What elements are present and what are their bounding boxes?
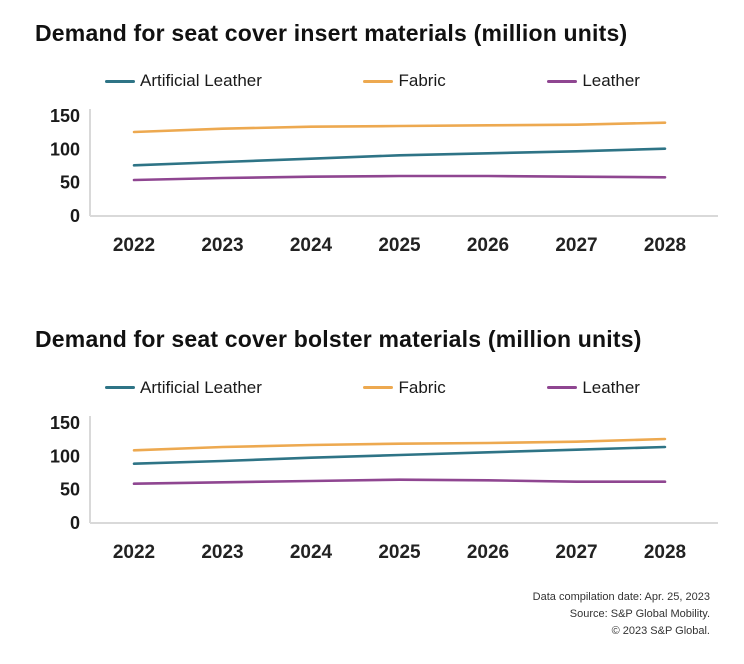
y-tick-label: 100 (50, 446, 80, 466)
footnote-source: Source: S&P Global Mobility. (569, 607, 710, 620)
series-line-leather (132, 175, 667, 182)
series-line-leather (132, 478, 667, 485)
legend-swatch-artificial-leather (105, 79, 135, 83)
line-chart-insert: 0 50 100 150 2022 2023 2024 2025 2026 2027 2028 (50, 106, 718, 256)
insert-materials-chart-section: Demand for seat cover insert materials (… (0, 0, 744, 256)
legend-swatch-leather (547, 386, 578, 390)
legend-label: Artificial Leather (140, 71, 262, 91)
legend-swatch-fabric (363, 386, 394, 390)
legend-swatch-artificial-leather (105, 386, 135, 390)
line-chart-bolster: 0 50 100 150 2022 2023 2024 2025 2026 2027 2028 (50, 413, 718, 563)
x-category-label: 2023 (201, 542, 243, 563)
legend-label: Fabric (398, 377, 446, 397)
x-category-label: 2026 (467, 235, 509, 256)
legend-swatch-fabric (363, 79, 394, 83)
x-category-label: 2024 (290, 235, 333, 256)
x-category-label: 2022 (113, 235, 155, 256)
x-category-label: 2026 (467, 542, 509, 563)
x-category-label: 2028 (644, 235, 686, 256)
chart-legend: Artificial Leather Fabric Leather (0, 377, 744, 399)
x-category-label: 2027 (555, 235, 597, 256)
chart-legend: Artificial Leather Fabric Leather (0, 70, 744, 92)
series-line-fabric (132, 437, 667, 452)
footnote: Data compilation date: Apr. 25, 2023 Sou… (0, 589, 744, 640)
x-category-label: 2025 (378, 542, 421, 563)
y-tick-label: 0 (70, 513, 80, 533)
bolster-materials-chart-section: Demand for seat cover bolster materials … (0, 256, 744, 563)
y-tick-label: 0 (70, 206, 80, 226)
legend-label: Leather (582, 71, 640, 91)
legend-label: Artificial Leather (140, 377, 262, 397)
series-line-artificial-leather (132, 445, 667, 465)
legend-item-fabric: Fabric (363, 377, 446, 398)
x-category-label: 2028 (644, 542, 686, 563)
legend-item-artificial-leather: Artificial Leather (105, 71, 262, 91)
chart-title-bolster: Demand for seat cover bolster materials … (35, 326, 642, 353)
y-tick-label: 50 (60, 173, 80, 193)
footnote-compilation-date: Data compilation date: Apr. 25, 2023 (532, 590, 710, 603)
legend-item-fabric: Fabric (363, 71, 446, 91)
x-category-label: 2023 (201, 235, 243, 256)
series-line-artificial-leather (132, 147, 667, 168)
y-tick-label: 100 (50, 140, 80, 160)
legend-item-artificial-leather: Artificial Leather (105, 378, 262, 398)
x-category-label: 2024 (290, 542, 333, 563)
y-tick-label: 50 (60, 480, 80, 500)
y-tick-label: 150 (50, 413, 80, 433)
y-tick-label: 150 (50, 106, 80, 126)
legend-item-leather: Leather (547, 71, 640, 91)
chart-title-insert: Demand for seat cover insert materials (… (35, 20, 628, 46)
legend-label: Fabric (398, 71, 446, 91)
x-category-label: 2022 (113, 542, 155, 563)
footnote-copyright: © 2023 S&P Global. (611, 624, 710, 637)
legend-label: Leather (582, 377, 640, 397)
x-category-label: 2025 (378, 235, 421, 256)
legend-swatch-leather (547, 79, 578, 83)
series-line-fabric (132, 121, 667, 134)
x-category-label: 2027 (555, 542, 597, 563)
legend-item-leather: Leather (547, 378, 640, 398)
